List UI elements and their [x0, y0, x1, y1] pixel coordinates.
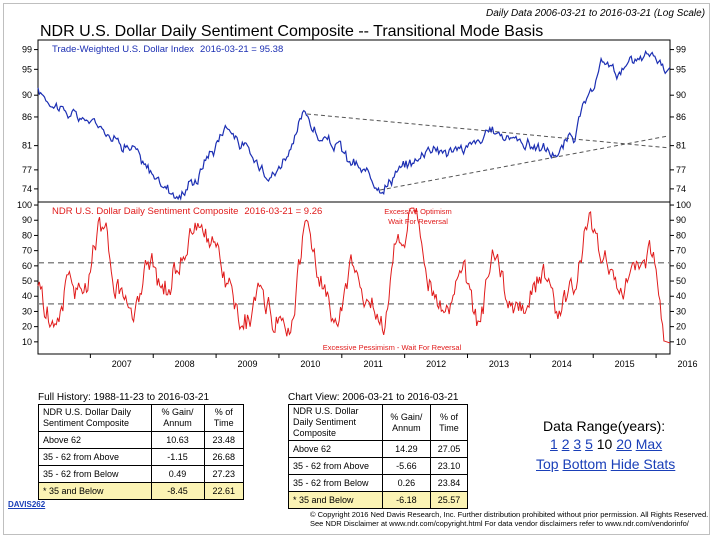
chart-view-table: NDR U.S. Dollar Daily Sentiment Composit… — [288, 404, 469, 509]
y-tick-label: 50 — [676, 276, 686, 286]
y-tick-label: 77 — [22, 165, 32, 175]
y-tick-label: 10 — [22, 337, 32, 347]
dollar-index-line — [37, 49, 671, 201]
y-tick-label: 81 — [22, 141, 32, 151]
y-tick-label: 10 — [676, 337, 686, 347]
range-5-link[interactable]: 5 — [585, 436, 593, 452]
x-tick-label: 2007 — [112, 359, 132, 369]
y-tick-label: 100 — [17, 200, 32, 210]
y-tick-label: 100 — [676, 200, 691, 210]
y-tick-label: 90 — [676, 90, 686, 100]
data-range-title: Data Range(years): — [543, 418, 666, 434]
table-row: 35 - 62 from Below 0.49 27.23 — [38, 465, 245, 483]
hide-stats-link[interactable]: Hide Stats — [610, 456, 676, 472]
y-tick-label: 60 — [22, 261, 32, 271]
y-tick-label: 90 — [676, 215, 686, 225]
range-max-link[interactable]: Max — [635, 436, 663, 452]
y-tick-label: 80 — [22, 230, 32, 240]
y-tick-label: 70 — [22, 246, 32, 256]
fh-col-name: NDR U.S. Dollar Daily Sentiment Composit… — [38, 404, 152, 432]
y-tick-label: 74 — [22, 184, 32, 194]
y-tick-label: 90 — [22, 90, 32, 100]
optimism-note: Excessive Optimism — [384, 207, 452, 216]
table-row: 35 - 62 from Above -1.15 26.68 — [38, 448, 245, 466]
y-tick-label: 20 — [676, 322, 686, 332]
top-series-label: Trade-Weighted U.S. Dollar Index 2016-03-… — [52, 44, 283, 55]
table-row: Above 62 14.29 27.05 — [288, 440, 469, 458]
y-tick-label: 77 — [676, 165, 686, 175]
y-tick-label: 99 — [22, 45, 32, 55]
y-tick-label: 99 — [676, 45, 686, 55]
chart-view-heading: Chart View: 2006-03-21 to 2016-03-21 — [288, 392, 459, 403]
nav-links: Top Bottom Hide Stats — [536, 456, 675, 472]
optimism-wait-note: Wait For Reversal — [388, 217, 448, 226]
x-tick-label: 2011 — [364, 359, 383, 369]
sentiment-line — [37, 207, 671, 344]
full-history-table: NDR U.S. Dollar Daily Sentiment Composit… — [38, 404, 245, 500]
range-10-selected: 10 — [596, 436, 613, 452]
full-history-heading: Full History: 1988-11-23 to 2016-03-21 — [38, 392, 210, 403]
table-row: * 35 and Below -8.45 22.61 — [38, 482, 245, 500]
range-2-link[interactable]: 2 — [561, 436, 570, 452]
fh-col-time: % of Time — [203, 404, 245, 432]
y-tick-label: 20 — [22, 322, 32, 332]
y-tick-label: 70 — [676, 246, 686, 256]
sentiment-panel — [37, 201, 671, 355]
bottom-series-label: NDR U.S. Dollar Daily Sentiment Composit… — [52, 206, 322, 217]
x-tick-label: 2012 — [426, 359, 446, 369]
y-tick-label: 86 — [676, 112, 686, 122]
x-tick-label: 2016 — [677, 359, 697, 369]
y-tick-label: 80 — [676, 230, 686, 240]
chart-svg: Trade-Weighted U.S. Dollar Index 2016-03-… — [17, 39, 698, 369]
range-1-link[interactable]: 1 — [550, 436, 558, 452]
y-tick-label: 40 — [676, 291, 686, 301]
data-range-links: 1 2 3 5 10 20 Max — [550, 436, 662, 452]
range-3-link[interactable]: 3 — [573, 436, 582, 452]
y-tick-label: 95 — [676, 64, 686, 74]
x-tick-label: 2013 — [489, 359, 509, 369]
y-tick-label: 74 — [676, 184, 686, 194]
bottom-link[interactable]: Bottom — [562, 456, 607, 472]
y-tick-label: 81 — [676, 141, 686, 151]
x-tick-label: 2010 — [300, 359, 320, 369]
table-row: 35 - 62 from Below 0.26 23.84 — [288, 474, 469, 492]
chart-title: NDR U.S. Dollar Daily Sentiment Composit… — [40, 23, 544, 40]
top-link[interactable]: Top — [536, 456, 559, 472]
chart-code-link[interactable]: DAVIS262 — [8, 500, 46, 509]
chart-frame — [3, 3, 710, 535]
daily-data-note: Daily Data 2006-03-21 to 2016-03-21 (Log… — [486, 8, 706, 19]
cv-col-name: NDR U.S. Dollar Daily Sentiment Composit… — [288, 404, 383, 441]
x-tick-label: 2014 — [552, 359, 572, 369]
fh-col-gain: % Gain/ Annum — [150, 404, 205, 432]
x-tick-label: 2015 — [615, 359, 635, 369]
dollar-index-panel — [37, 39, 671, 203]
y-tick-label: 30 — [22, 306, 32, 316]
table-row: 35 - 62 from Above -5.66 23.10 — [288, 457, 469, 475]
cv-col-time: % of Time — [429, 404, 469, 441]
range-20-link[interactable]: 20 — [616, 436, 632, 452]
copyright-notice: © Copyright 2016 Ned Davis Research, Inc… — [310, 510, 709, 528]
table-row: Above 62 10.63 23.48 — [38, 431, 245, 449]
y-tick-label: 50 — [22, 276, 32, 286]
table-row: * 35 and Below -6.18 25.57 — [288, 491, 469, 509]
y-tick-label: 86 — [22, 112, 32, 122]
x-tick-label: 2009 — [238, 359, 258, 369]
y-tick-label: 40 — [22, 291, 32, 301]
cv-col-gain: % Gain/ Annum — [381, 404, 431, 441]
x-tick-label: 2008 — [175, 359, 195, 369]
y-tick-label: 30 — [676, 306, 686, 316]
pessimism-note: Excessive Pessimism - Wait For Reversal — [323, 343, 462, 352]
y-tick-label: 95 — [22, 64, 32, 74]
y-tick-label: 90 — [22, 215, 32, 225]
y-tick-label: 60 — [676, 261, 686, 271]
